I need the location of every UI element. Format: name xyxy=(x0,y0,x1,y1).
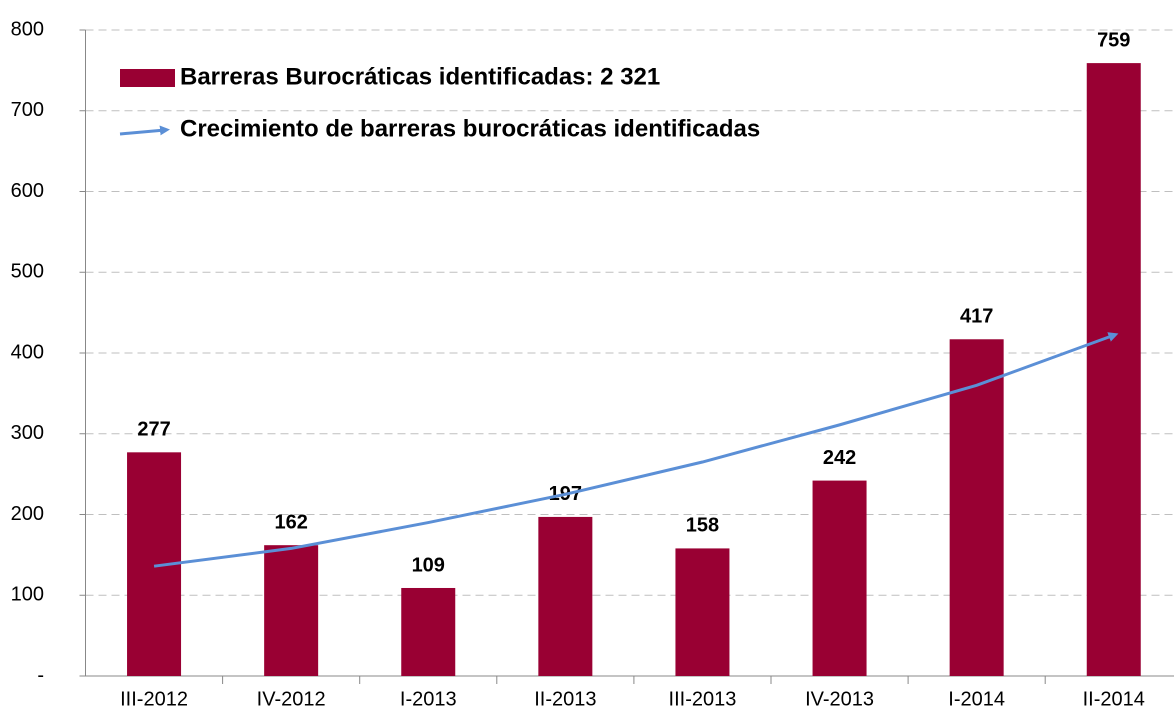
x-tick-label: I-2014 xyxy=(948,688,1005,710)
bar xyxy=(264,545,319,676)
legend-label: Crecimiento de barreras burocráticas ide… xyxy=(180,115,760,142)
data-label: 417 xyxy=(960,306,993,328)
data-label: 109 xyxy=(412,554,445,576)
legend-label: Barreras Burocráticas identificadas: 2 3… xyxy=(180,63,660,90)
data-label: 162 xyxy=(274,511,307,533)
y-tick-label: 700 xyxy=(11,99,44,121)
x-tick-label: III-2012 xyxy=(120,688,188,710)
data-label: 158 xyxy=(686,515,719,537)
y-tick-label: 100 xyxy=(11,584,44,606)
x-tick-label: II-2014 xyxy=(1083,688,1145,710)
bar xyxy=(675,548,730,676)
data-label: 242 xyxy=(823,447,856,469)
x-tick-label: IV-2012 xyxy=(257,688,326,710)
legend-swatch xyxy=(120,69,175,87)
bar xyxy=(538,516,593,676)
legend-swatch xyxy=(119,125,170,136)
y-tick-label: 200 xyxy=(11,503,44,525)
trend-line xyxy=(153,332,1119,568)
x-tick-label: I-2013 xyxy=(400,688,457,710)
y-tick-label: 300 xyxy=(11,422,44,444)
y-tick-label: - xyxy=(37,664,44,686)
y-tick-label: 800 xyxy=(11,18,44,40)
bar xyxy=(949,339,1004,676)
data-label: 759 xyxy=(1097,29,1130,51)
y-tick-label: 600 xyxy=(11,180,44,202)
bar xyxy=(812,480,867,676)
x-tick-label: III-2013 xyxy=(669,688,737,710)
y-tick-label: 500 xyxy=(11,261,44,283)
y-tick-label: 400 xyxy=(11,341,44,363)
bar xyxy=(401,587,456,676)
x-tick-label: IV-2013 xyxy=(805,688,874,710)
bar xyxy=(1086,63,1141,677)
data-label: 277 xyxy=(137,419,170,441)
x-tick-label: II-2013 xyxy=(534,688,596,710)
